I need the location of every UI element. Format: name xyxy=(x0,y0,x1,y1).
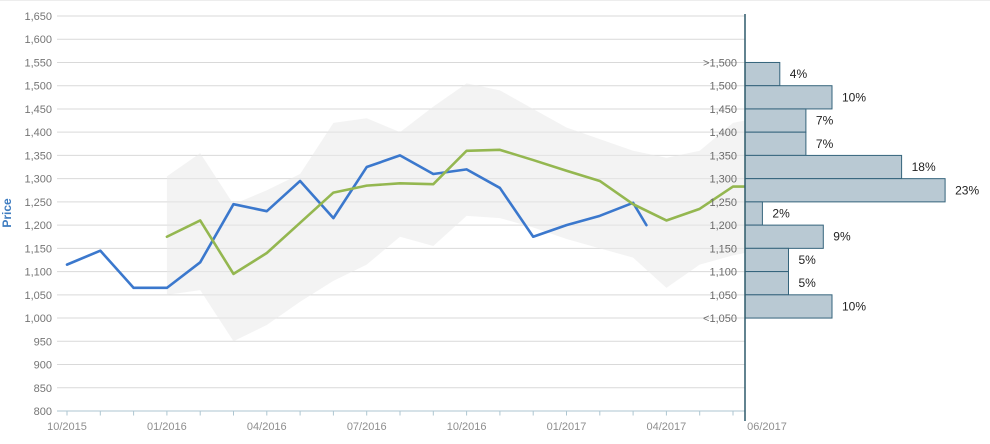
y-tick-label: 1,450 xyxy=(24,104,52,116)
bar-value-label: 10% xyxy=(842,299,866,313)
y-tick-label: 1,200 xyxy=(24,220,52,232)
y-tick-label: 1,050 xyxy=(24,290,52,302)
price-bin-edge-label: 1,350 xyxy=(709,150,737,162)
y-tick-label: 1,650 xyxy=(24,11,52,23)
y-tick-label: 1,300 xyxy=(24,174,52,186)
price-bin-edge-label: 1,500 xyxy=(709,81,737,93)
y-tick-label: 1,000 xyxy=(24,313,52,325)
y-tick-label: 1,600 xyxy=(24,34,52,46)
price-line-green[interactable] xyxy=(165,148,747,276)
x-tick-label: 06/2017 xyxy=(747,421,787,433)
x-tick-label: 07/2016 xyxy=(347,421,387,433)
y-tick-label: 1,100 xyxy=(24,267,52,279)
bar-value-label: 4% xyxy=(790,67,808,81)
price-bin-edge-label: >1,500 xyxy=(703,57,737,69)
price-line-blue[interactable] xyxy=(65,154,648,290)
histogram-bar[interactable] xyxy=(744,85,833,110)
price-bin-edge-label: 1,150 xyxy=(709,243,737,255)
y-tick-label: 850 xyxy=(34,383,52,395)
y-tick-label: 900 xyxy=(34,360,52,372)
y-tick-label: 950 xyxy=(34,336,52,348)
x-axis: 10/2015 01/2016 04/2016 07/2016 10/2016 01/20… xyxy=(47,410,787,433)
x-tick-label: 01/2016 xyxy=(147,421,187,433)
x-tick-label: 10/2016 xyxy=(447,421,487,433)
price-bin-edge-label: 1,200 xyxy=(709,220,737,232)
bar-value-label: 23% xyxy=(955,183,979,197)
y-tick-label: 1,400 xyxy=(24,127,52,139)
bar-value-label: 2% xyxy=(772,207,790,221)
histogram-bar[interactable] xyxy=(744,201,763,226)
x-tick-label: 10/2015 xyxy=(47,421,87,433)
y-tick-label: 800 xyxy=(34,406,52,418)
y-tick-label: 1,550 xyxy=(24,57,52,69)
price-bin-edge-label: 1,100 xyxy=(709,267,737,279)
y-tick-label: 1,150 xyxy=(24,243,52,255)
uncertainty-band-layer xyxy=(166,83,745,342)
y-tick-label: 1,250 xyxy=(24,197,52,209)
y-axis-labels: 1,650 1,600 1,550 1,500 1,450 1,400 1,350 1,300… xyxy=(24,11,52,418)
price-lines-layer xyxy=(65,148,747,290)
bar-value-label: 5% xyxy=(799,253,817,267)
histogram-bar[interactable] xyxy=(744,154,903,180)
y-axis-title: Price xyxy=(0,198,14,228)
histogram-bar[interactable] xyxy=(744,271,789,296)
price-bin-edge-label: 1,450 xyxy=(709,104,737,116)
histogram-bar[interactable] xyxy=(744,224,824,249)
histogram-bar[interactable] xyxy=(744,247,789,273)
distribution-histogram: 4% 10% 7% 7% 18% 23% 2% 9% 5% 5% 10% >1,500 1,500 1,4… xyxy=(703,14,979,421)
histogram-bar[interactable] xyxy=(744,108,807,133)
bar-value-label: 7% xyxy=(816,114,834,128)
price-bin-edge-label: 1,050 xyxy=(709,290,737,302)
bar-value-label: 18% xyxy=(912,160,936,174)
bar-value-label: 5% xyxy=(799,276,817,290)
uncertainty-band xyxy=(166,83,745,342)
histogram-bar[interactable] xyxy=(744,294,833,319)
x-tick-label: 04/2017 xyxy=(647,421,687,433)
y-tick-label: 1,500 xyxy=(24,81,52,93)
y-tick-label: 1,350 xyxy=(24,150,52,162)
histogram-bar[interactable] xyxy=(744,131,807,156)
price-bin-edge-label: 1,300 xyxy=(709,174,737,186)
histogram-bar[interactable] xyxy=(744,61,781,87)
price-bin-edge-label: 1,400 xyxy=(709,127,737,139)
histogram-bar[interactable] xyxy=(744,178,946,203)
bar-value-label: 7% xyxy=(816,137,834,151)
x-tick-label: 04/2016 xyxy=(247,421,287,433)
bar-value-label: 10% xyxy=(842,90,866,104)
price-bin-edge-label: <1,050 xyxy=(703,313,737,325)
x-tick-label: 01/2017 xyxy=(547,421,587,433)
bar-value-label: 9% xyxy=(833,230,851,244)
price-bin-edge-label: 1,250 xyxy=(709,197,737,209)
